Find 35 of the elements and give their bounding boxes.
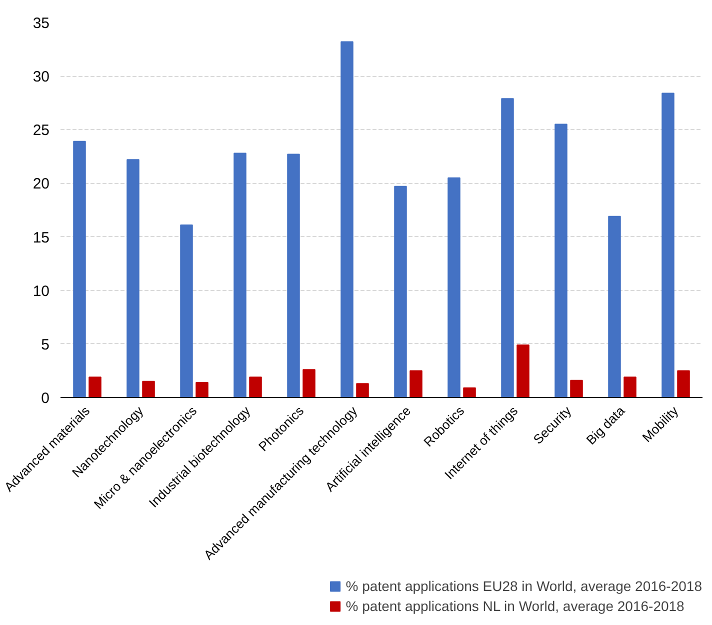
y-tick-label: 15 xyxy=(32,229,50,246)
bar xyxy=(287,154,300,398)
bar xyxy=(570,380,583,398)
bar xyxy=(340,41,354,398)
y-tick-label: 5 xyxy=(41,336,50,354)
bar xyxy=(662,92,674,398)
bar xyxy=(516,344,530,398)
bar xyxy=(88,376,102,398)
y-tick-label: 0 xyxy=(41,390,50,407)
y-tick-label: 10 xyxy=(32,282,50,300)
bar xyxy=(142,380,155,398)
y-tick-label: 30 xyxy=(32,68,50,86)
bar xyxy=(554,124,568,398)
bar xyxy=(234,152,246,398)
bar xyxy=(410,370,422,398)
legend-label: % patent applications EU28 in World, average 2016-2018 xyxy=(346,578,702,594)
bar xyxy=(608,216,621,398)
bar xyxy=(126,159,140,398)
bar xyxy=(73,140,86,398)
y-tick-label: 20 xyxy=(32,176,50,193)
bar xyxy=(624,376,636,398)
bar xyxy=(196,382,208,398)
x-tick-label: Big data xyxy=(583,402,628,448)
bar xyxy=(394,186,407,398)
bar xyxy=(677,370,690,398)
y-tick-label: 35 xyxy=(32,15,50,32)
bar xyxy=(249,376,262,398)
bar xyxy=(302,369,316,398)
bar xyxy=(180,224,193,398)
legend-label: % patent applications NL in World, average 2016-2018 xyxy=(346,598,684,614)
bar xyxy=(356,383,369,398)
bar xyxy=(448,177,460,398)
y-tick-label: 25 xyxy=(32,122,50,140)
bar xyxy=(463,387,476,398)
bar xyxy=(501,98,514,398)
